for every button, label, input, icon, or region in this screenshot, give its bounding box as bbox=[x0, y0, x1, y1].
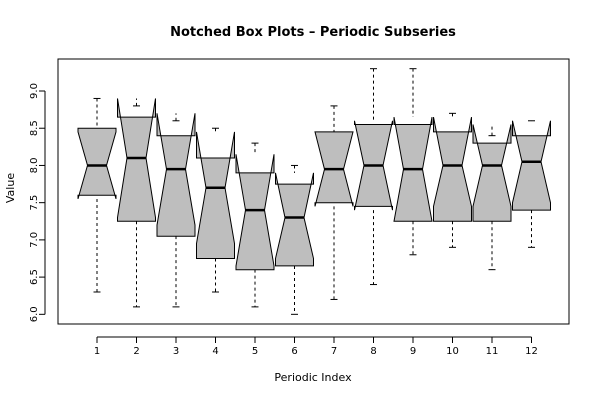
notched-box bbox=[77, 127, 117, 200]
x-axis-label: Periodic Index bbox=[274, 371, 352, 384]
box-2 bbox=[117, 98, 156, 308]
y-tick-label: 7.5 bbox=[29, 195, 40, 211]
y-tick-label: 9.0 bbox=[29, 83, 40, 99]
notched-box bbox=[275, 172, 314, 267]
x-tick-label: 11 bbox=[486, 346, 499, 357]
plot-frame bbox=[57, 58, 570, 325]
box-5 bbox=[235, 142, 275, 308]
box-6 bbox=[275, 164, 314, 315]
x-tick-label: 8 bbox=[370, 346, 376, 357]
x-tick-label: 9 bbox=[410, 346, 416, 357]
box-8 bbox=[354, 68, 393, 286]
x-tick-label: 4 bbox=[212, 346, 218, 357]
notched-box bbox=[196, 131, 235, 259]
notched-box bbox=[117, 98, 156, 222]
x-tick-label: 6 bbox=[291, 346, 297, 357]
y-tick-label: 8.5 bbox=[29, 120, 40, 136]
box-7 bbox=[314, 105, 354, 300]
box-4 bbox=[196, 127, 235, 293]
y-tick-label: 6.0 bbox=[29, 306, 40, 322]
box-11 bbox=[472, 124, 512, 271]
box-12 bbox=[512, 120, 551, 248]
box-3 bbox=[156, 113, 196, 308]
y-tick-label: 7.0 bbox=[29, 232, 40, 248]
x-tick-label: 1 bbox=[94, 346, 100, 357]
notched-box bbox=[156, 113, 196, 237]
x-tick-label: 2 bbox=[133, 346, 139, 357]
y-tick-label: 6.5 bbox=[29, 269, 40, 285]
y-axis-label: Value bbox=[4, 173, 17, 203]
notched-box bbox=[235, 154, 275, 271]
x-tick-label: 12 bbox=[525, 346, 538, 357]
y-tick-label: 8.0 bbox=[29, 157, 40, 173]
x-tick-label: 3 bbox=[173, 346, 179, 357]
notched-box bbox=[512, 120, 551, 211]
y-axis: 6.0 6.5 7.0 7.5 8.0 8.5 9.0 bbox=[29, 83, 46, 322]
x-axis: 1 2 3 4 5 6 7 8 9 10 11 12 bbox=[94, 336, 538, 357]
x-tick-label: 5 bbox=[252, 346, 258, 357]
box-9 bbox=[393, 68, 433, 256]
boxes-layer bbox=[77, 68, 551, 315]
notched-box bbox=[433, 117, 472, 222]
box-10 bbox=[433, 112, 472, 248]
box-1 bbox=[77, 97, 117, 293]
x-tick-label: 7 bbox=[331, 346, 337, 357]
chart-title: Notched Box Plots – Periodic Subseries bbox=[170, 25, 456, 40]
notched-box bbox=[472, 124, 512, 222]
x-tick-label: 10 bbox=[446, 346, 459, 357]
